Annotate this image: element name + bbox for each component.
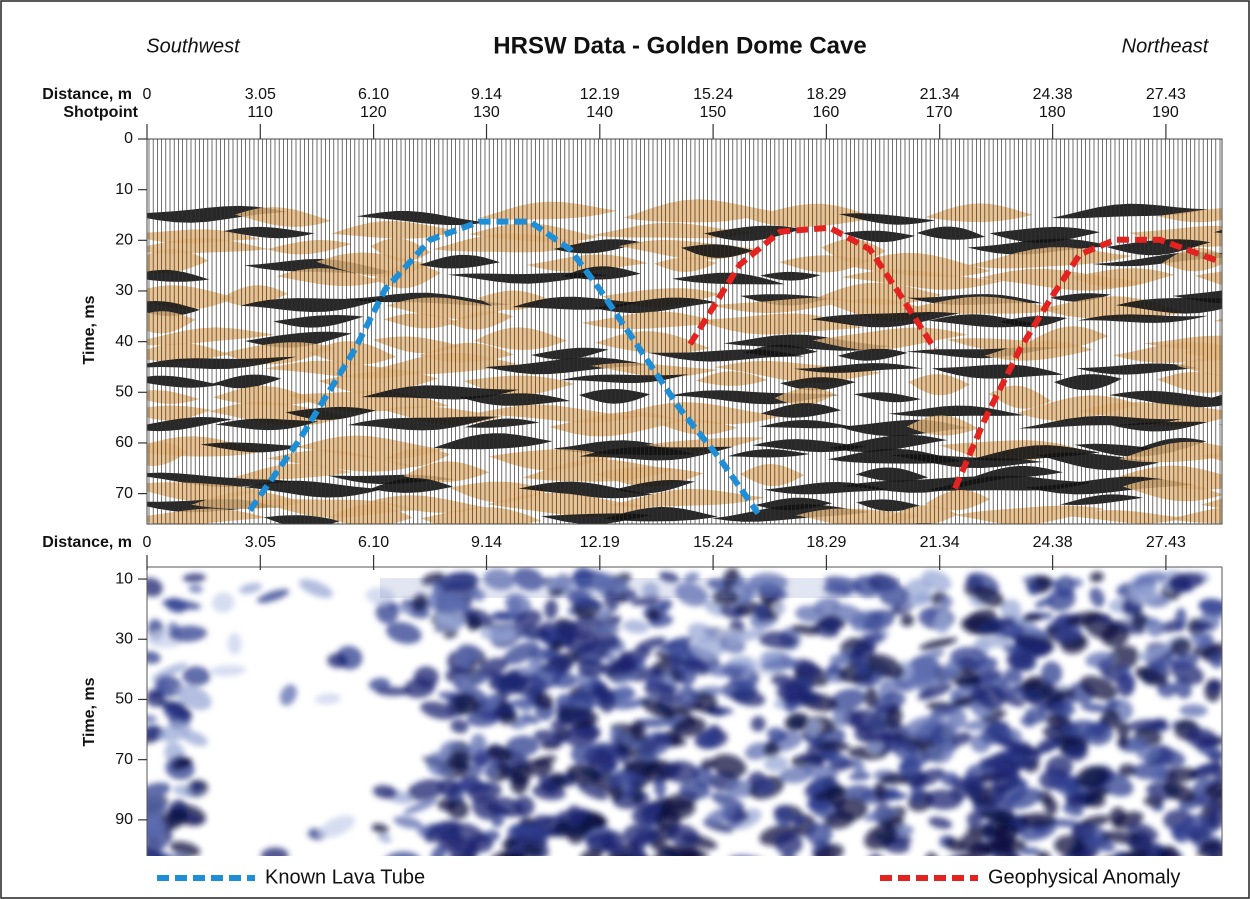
chart-title: HRSW Data - Golden Dome Cave [493, 32, 866, 59]
y-tick-label: 50 [115, 384, 133, 401]
x2-tick-label: 140 [586, 104, 613, 121]
x-tick-label: 0 [143, 86, 152, 103]
x-tick-label: 27.43 [1146, 86, 1186, 103]
x2-tick-label: 160 [813, 104, 840, 121]
x2-tick-label: 150 [699, 104, 726, 121]
velocity-image [129, 564, 1236, 880]
blob [883, 792, 907, 800]
y-tick-label: 70 [115, 485, 133, 502]
x2-axis-label: Shotpoint [63, 104, 138, 121]
x-tick-label: 24.38 [1033, 86, 1073, 103]
x-tick-label: 12.19 [580, 86, 620, 103]
y-tick-label: 10 [115, 181, 133, 198]
annotation: Northeast [1122, 35, 1210, 57]
x-axis-label: Distance, m [42, 534, 132, 551]
x-tick-label: 15.24 [693, 534, 733, 551]
x2-tick-label: 130 [473, 104, 500, 121]
x-tick-label: 21.34 [920, 86, 960, 103]
figure: HRSW Data - Golden Dome Cave Southwest N… [0, 0, 1250, 899]
y-tick-label: 0 [124, 130, 133, 147]
x2-tick-label: 120 [360, 104, 387, 121]
x-tick-label: 6.10 [358, 86, 389, 103]
y-axis-label: Time, ms [81, 295, 98, 364]
x-tick-label: 9.14 [471, 86, 502, 103]
annotation: Southwest [146, 35, 241, 57]
y-tick-label: 20 [115, 232, 133, 249]
x-tick-label: 21.34 [920, 534, 960, 551]
x2-tick-label: 110 [247, 104, 273, 121]
x-tick-label: 18.29 [806, 86, 846, 103]
x-tick-label: 12.19 [580, 534, 620, 551]
legend-label: Geophysical Anomaly [988, 866, 1180, 888]
y-tick-label: 70 [115, 751, 133, 768]
y-tick-label: 50 [115, 691, 133, 708]
x-tick-label: 27.43 [1146, 534, 1186, 551]
x-axis-label: Distance, m [42, 86, 132, 103]
x-tick-label: 0 [143, 534, 152, 551]
x2-tick-label: 190 [1152, 104, 1179, 121]
y-tick-label: 60 [115, 434, 133, 451]
y-axis-label: Time, ms [81, 677, 98, 746]
y-tick-label: 90 [115, 811, 133, 828]
y-tick-label: 30 [115, 282, 133, 299]
legend-label: Known Lava Tube [265, 866, 425, 888]
x-tick-label: 24.38 [1033, 534, 1073, 551]
x-tick-label: 6.10 [358, 534, 389, 551]
x2-tick-label: 180 [1039, 104, 1066, 121]
x-tick-label: 9.14 [471, 534, 502, 551]
blob [1019, 813, 1057, 828]
y-tick-label: 40 [115, 333, 133, 350]
x-tick-label: 3.05 [245, 534, 276, 551]
y-tick-label: 30 [115, 630, 133, 647]
x-tick-label: 15.24 [693, 86, 733, 103]
x2-tick-label: 170 [926, 104, 953, 121]
x-tick-label: 3.05 [245, 86, 276, 103]
x-tick-label: 18.29 [806, 534, 846, 551]
y-tick-label: 10 [115, 570, 133, 587]
